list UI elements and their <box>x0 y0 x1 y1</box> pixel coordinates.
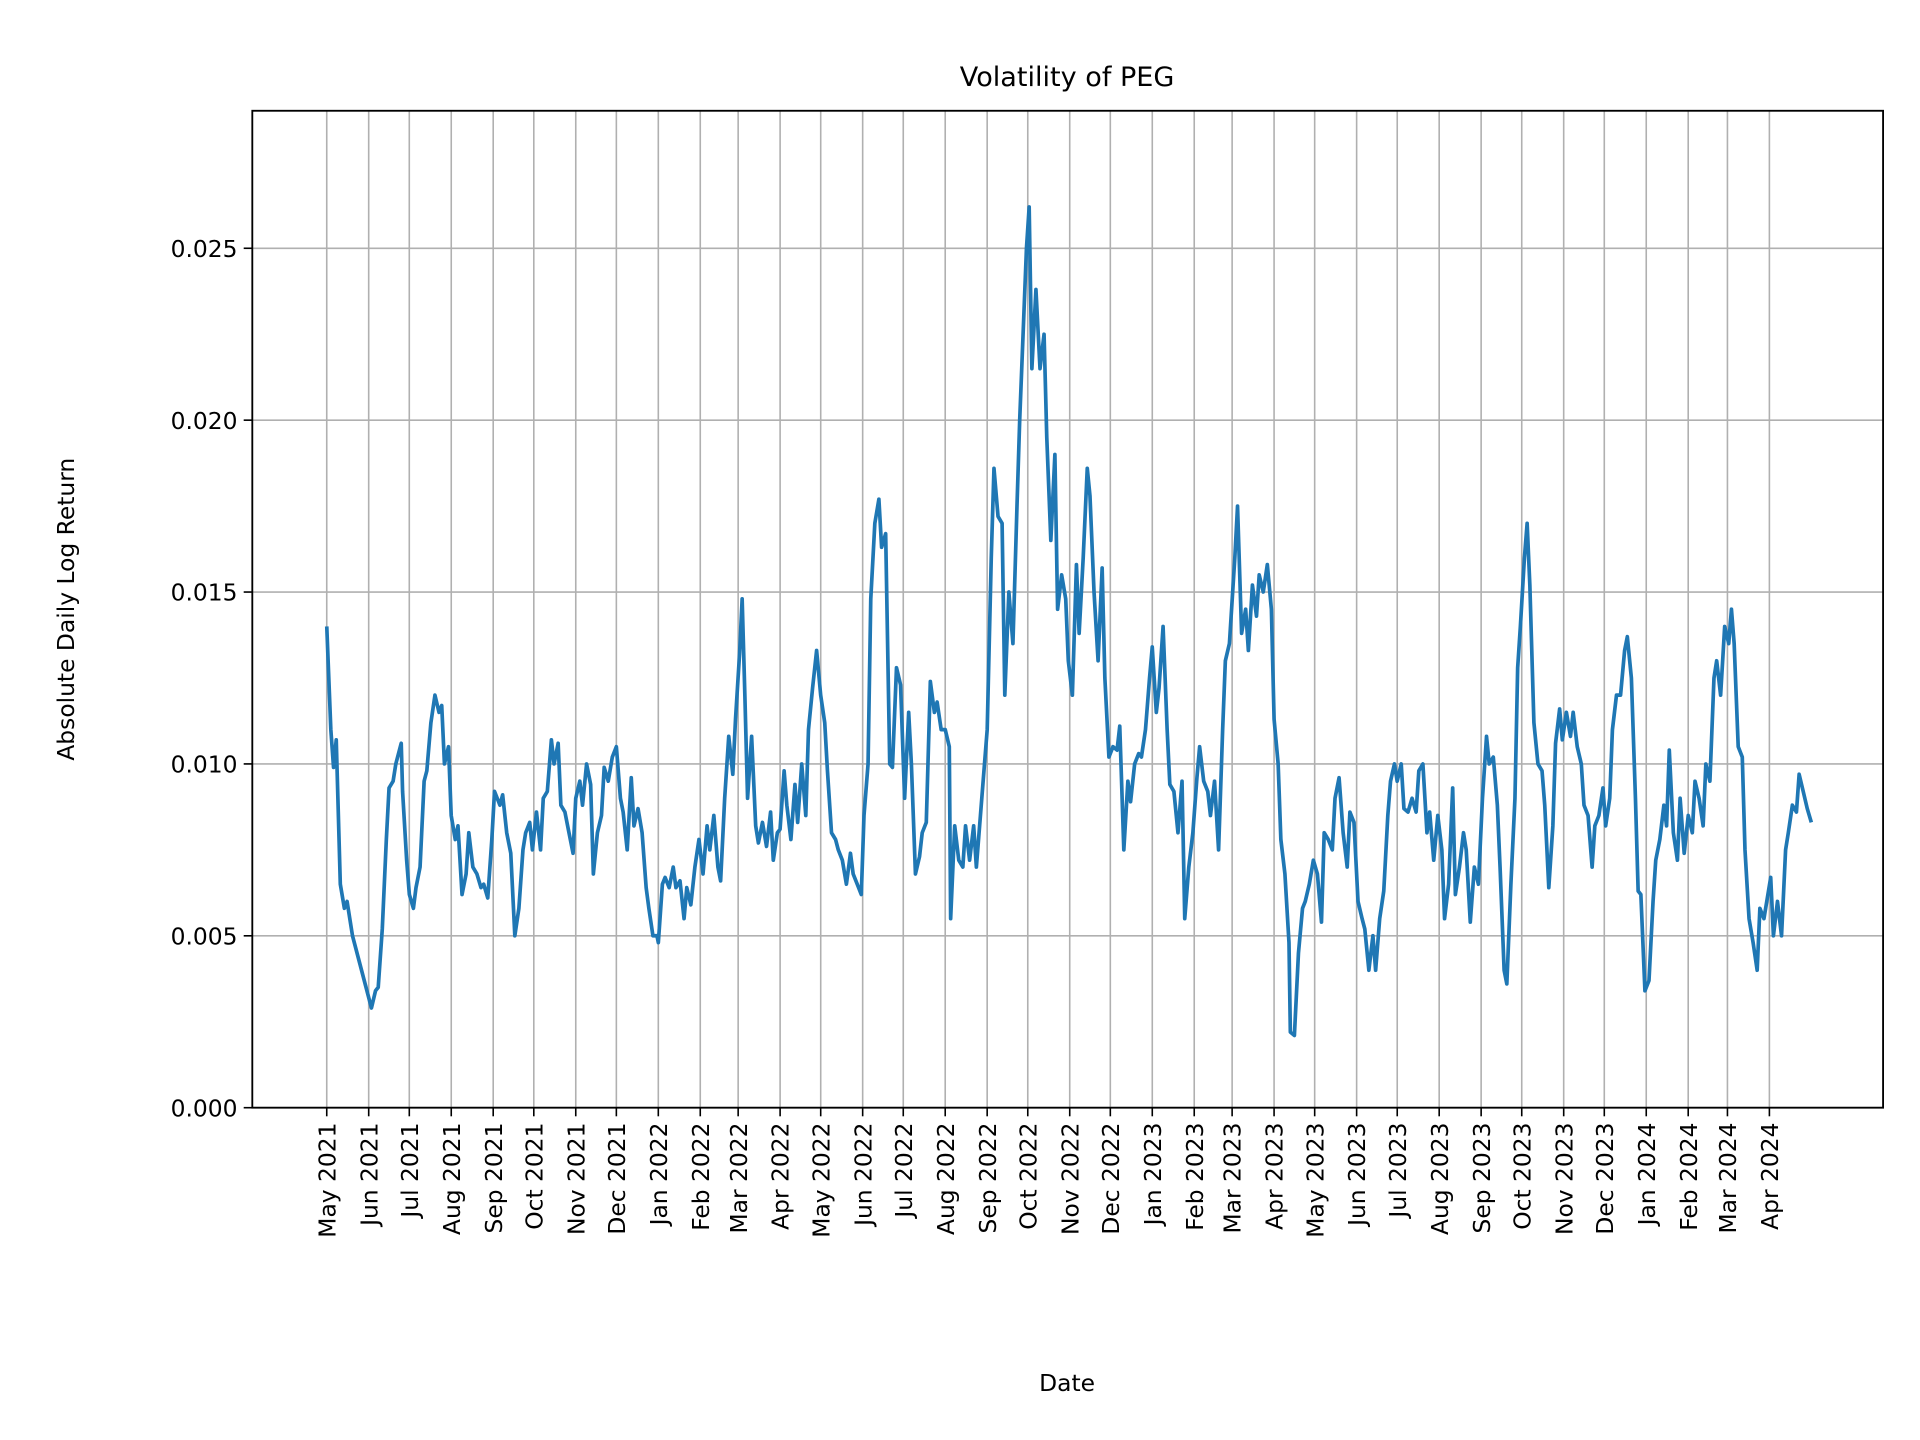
x-tick-label: Dec 2023 <box>1591 1122 1619 1234</box>
x-tick-label: Sep 2023 <box>1468 1122 1496 1233</box>
x-tick-label: Jun 2021 <box>355 1122 383 1227</box>
x-tick-label: Nov 2021 <box>562 1122 590 1235</box>
x-tick-label: Jul 2022 <box>890 1122 918 1219</box>
x-tick-label: Aug 2021 <box>438 1122 466 1235</box>
y-tick-label: 0.010 <box>171 751 238 779</box>
x-tick-label: Dec 2022 <box>1097 1122 1125 1234</box>
x-tick-label: May 2023 <box>1301 1122 1329 1237</box>
x-tick-label: Apr 2022 <box>767 1122 795 1229</box>
series-layer <box>324 205 1814 1038</box>
y-tick-label: 0.020 <box>171 407 238 435</box>
x-tick-label: Aug 2023 <box>1426 1122 1454 1235</box>
x-axis-label: Date <box>1039 1369 1095 1397</box>
x-tick-label: Oct 2023 <box>1508 1122 1536 1229</box>
x-tick-label: Aug 2022 <box>932 1122 960 1235</box>
x-tick-label: Apr 2024 <box>1756 1122 1784 1229</box>
x-tick-label: Oct 2022 <box>1014 1122 1042 1229</box>
x-tick-label: Sep 2021 <box>480 1122 508 1233</box>
y-axis-label: Absolute Daily Log Return <box>52 458 80 761</box>
plot-frame <box>251 109 1885 1109</box>
x-tick-label: Jun 2023 <box>1343 1122 1371 1227</box>
x-tick-label: Mar 2024 <box>1714 1122 1742 1233</box>
x-tick-label: May 2021 <box>313 1122 341 1237</box>
x-tick-label: Jun 2022 <box>849 1122 877 1227</box>
x-tick-label: Apr 2023 <box>1261 1122 1289 1229</box>
x-tick-label: Jul 2021 <box>396 1122 424 1219</box>
y-tick-label: 0.015 <box>171 579 238 607</box>
x-tick-label: Jan 2022 <box>645 1122 673 1227</box>
volatility-line <box>324 205 1814 1038</box>
x-tick-label: May 2022 <box>807 1122 835 1237</box>
x-tick-label: Dec 2021 <box>603 1122 631 1234</box>
x-tick-label: Feb 2023 <box>1181 1122 1209 1230</box>
x-tick-label: Jan 2024 <box>1633 1122 1661 1227</box>
x-tick-label: Oct 2021 <box>520 1122 548 1229</box>
y-tick-label: 0.000 <box>171 1094 238 1122</box>
x-tick-label: Nov 2023 <box>1550 1122 1578 1235</box>
x-tick-label: Feb 2024 <box>1675 1122 1703 1230</box>
x-tick-label: Jul 2023 <box>1384 1122 1412 1219</box>
x-tick-label: Jan 2023 <box>1139 1122 1167 1227</box>
y-tick-label: 0.005 <box>171 922 238 950</box>
grid-lines <box>252 110 1884 1109</box>
x-tick-label: Nov 2022 <box>1056 1122 1084 1235</box>
chart-title: Volatility of PEG <box>960 62 1175 93</box>
y-tick-label: 0.025 <box>171 235 238 263</box>
tick-layer: 0.000 0.005 0.010 0.015 0.020 0.025 May 2021 Ju… <box>171 235 1784 1238</box>
x-tick-label: Feb 2022 <box>687 1122 715 1230</box>
x-tick-label: Sep 2022 <box>974 1122 1002 1233</box>
x-tick-label: Mar 2023 <box>1219 1122 1247 1233</box>
x-tick-label: Mar 2022 <box>725 1122 753 1233</box>
